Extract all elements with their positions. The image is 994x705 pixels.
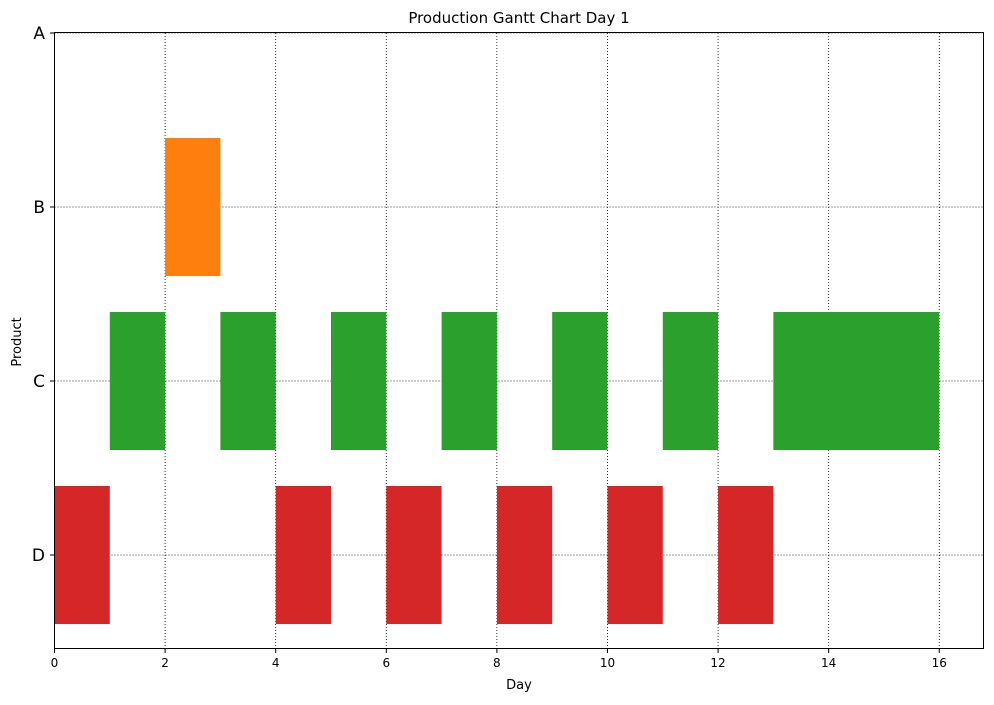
gantt-bar-c bbox=[441, 312, 497, 450]
gantt-bar-d bbox=[607, 486, 663, 624]
x-axis-ticks: 0 2 4 6 8 10 12 14 16 bbox=[51, 648, 947, 670]
chart-title: Production Gantt Chart Day 1 bbox=[408, 9, 629, 27]
x-tick-label: 10 bbox=[600, 656, 615, 670]
y-tick-label-c: C bbox=[33, 372, 45, 392]
x-tick-label: 0 bbox=[51, 656, 59, 670]
gantt-bar-d bbox=[718, 486, 774, 624]
gantt-bar-c bbox=[109, 312, 166, 450]
gantt-bar-d bbox=[275, 486, 331, 624]
y-tick-label-a: A bbox=[33, 24, 45, 44]
x-tick-label: 2 bbox=[161, 656, 169, 670]
y-tick-label-d: D bbox=[32, 546, 45, 566]
gantt-bar-c bbox=[220, 312, 276, 450]
x-axis-label: Day bbox=[506, 678, 532, 693]
x-tick-label: 12 bbox=[710, 656, 725, 670]
gantt-bar-d bbox=[496, 486, 553, 624]
x-tick-label: 6 bbox=[382, 656, 390, 670]
gantt-bar-c bbox=[662, 312, 719, 450]
y-axis-ticks: A B C D bbox=[32, 24, 55, 566]
plot-frame bbox=[54, 32, 984, 649]
x-tick-label: 16 bbox=[932, 656, 947, 670]
x-tick-label: 4 bbox=[272, 656, 280, 670]
gantt-bar-c bbox=[330, 312, 387, 450]
gantt-bar-c bbox=[773, 312, 940, 450]
x-tick-label: 8 bbox=[493, 656, 501, 670]
y-tick-label-b: B bbox=[33, 198, 45, 218]
gantt-bar-d bbox=[386, 486, 442, 624]
x-tick-label: 14 bbox=[821, 656, 836, 670]
gantt-bars bbox=[54, 138, 940, 624]
gantt-bar-c bbox=[552, 312, 608, 450]
gantt-bar-b bbox=[165, 138, 221, 276]
y-axis-label: Product bbox=[10, 317, 25, 366]
gantt-bar-d bbox=[54, 486, 110, 624]
